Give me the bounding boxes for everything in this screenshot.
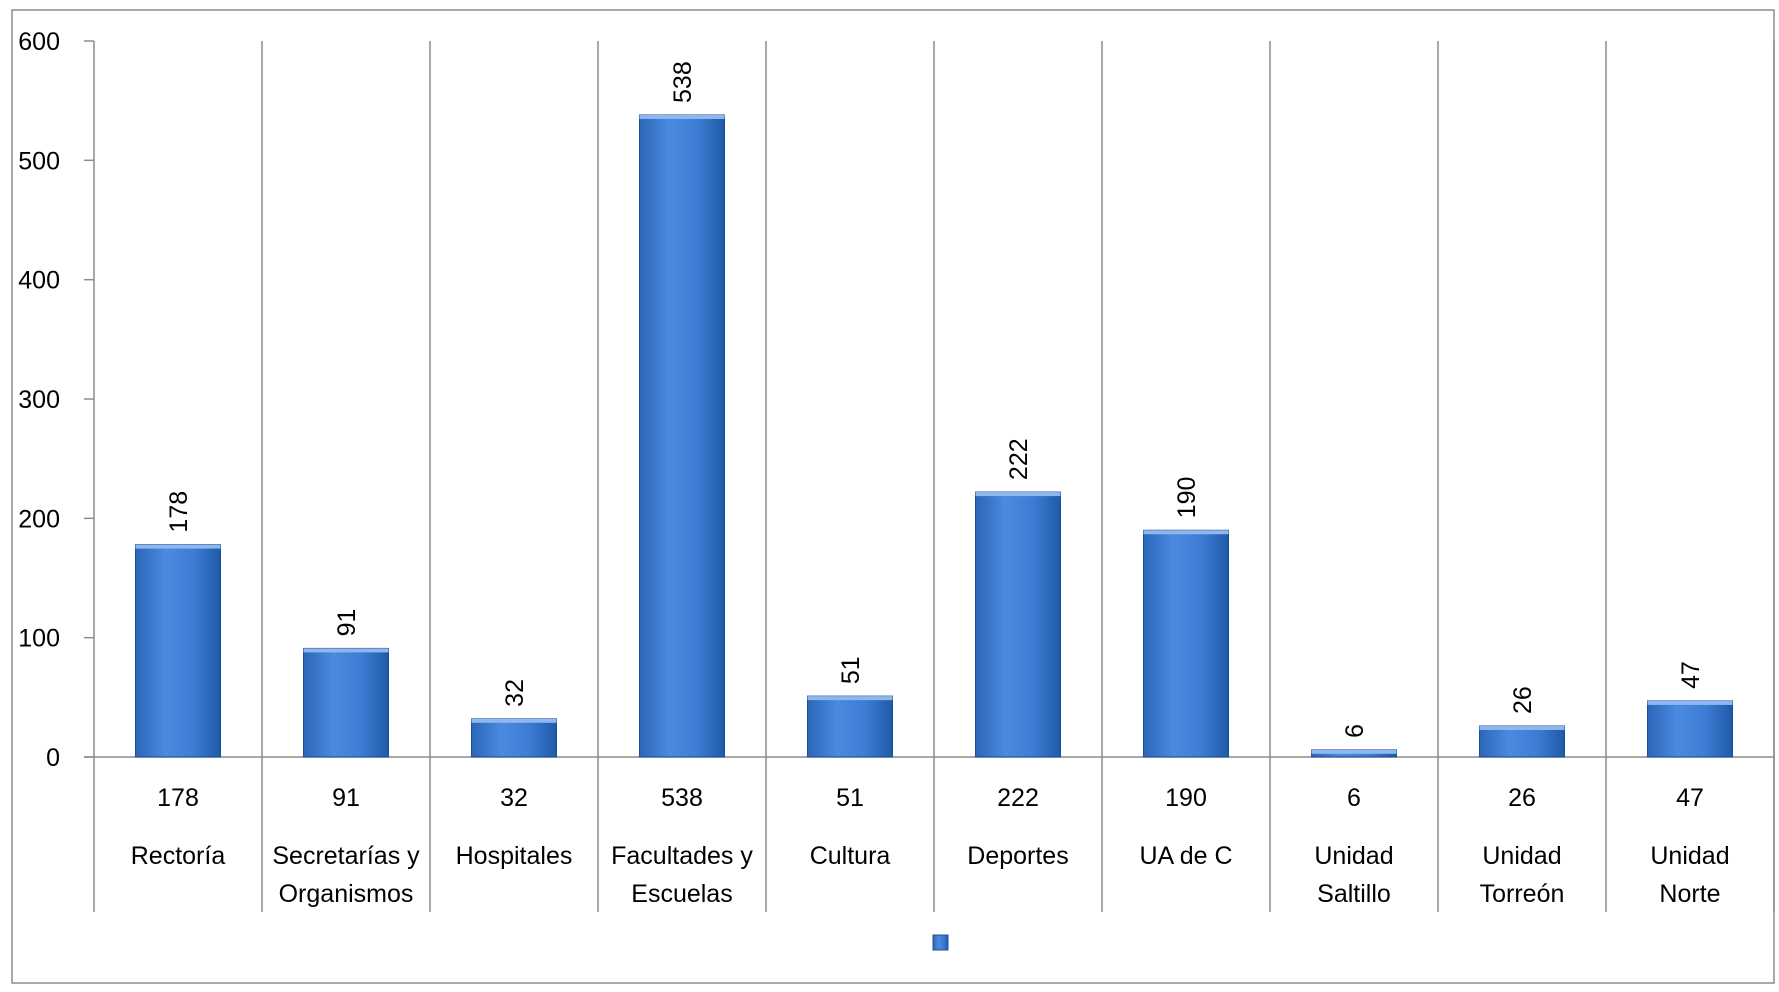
category-label: Norte <box>1659 880 1720 908</box>
bar[interactable] <box>471 718 557 758</box>
data-label: 6 <box>1341 724 1369 738</box>
category-label: Saltillo <box>1317 880 1391 908</box>
category-label: Unidad <box>1314 842 1393 870</box>
y-tick-label: 0 <box>46 744 60 772</box>
category-label: Escuelas <box>631 880 732 908</box>
data-table-value: 178 <box>157 784 199 812</box>
bar-highlight <box>639 114 725 119</box>
category-label: Unidad <box>1650 842 1729 870</box>
data-label: 47 <box>1677 661 1705 689</box>
bar[interactable] <box>1479 725 1565 758</box>
category-label: Rectoría <box>131 842 226 870</box>
bar[interactable] <box>135 544 221 758</box>
bar-highlight <box>135 544 221 549</box>
data-label: 91 <box>333 609 361 637</box>
data-table-value: 47 <box>1676 784 1704 812</box>
data-table-value: 32 <box>500 784 528 812</box>
data-table-value: 190 <box>1165 784 1207 812</box>
category-label: Unidad <box>1482 842 1561 870</box>
bar[interactable] <box>975 491 1061 758</box>
category-label: Torreón <box>1480 880 1565 908</box>
category-label: Secretarías y <box>272 842 420 870</box>
bar-highlight <box>807 696 893 701</box>
data-label: 26 <box>1509 686 1537 714</box>
y-tick-label: 500 <box>18 147 60 175</box>
data-label: 178 <box>165 491 193 533</box>
bar[interactable] <box>807 695 893 758</box>
y-tick-label: 600 <box>18 28 60 56</box>
category-label: Cultura <box>810 842 891 870</box>
legend-swatch <box>932 934 949 951</box>
bar-highlight <box>1143 530 1229 535</box>
y-tick-label: 300 <box>18 386 60 414</box>
bar-highlight <box>303 648 389 653</box>
category-label: Organismos <box>279 880 414 908</box>
y-tick-label: 200 <box>18 505 60 533</box>
y-tick-label: 100 <box>18 625 60 653</box>
bar-highlight <box>975 492 1061 497</box>
data-label: 51 <box>837 656 865 684</box>
data-table-value: 222 <box>997 784 1039 812</box>
category-label: Deportes <box>967 842 1068 870</box>
data-table-value: 538 <box>661 784 703 812</box>
data-label: 222 <box>1005 438 1033 480</box>
data-label: 190 <box>1173 477 1201 519</box>
bar[interactable] <box>1647 700 1733 758</box>
bar[interactable] <box>1143 529 1229 758</box>
chart-border <box>11 9 1775 984</box>
bar-highlight <box>471 718 557 723</box>
data-label: 538 <box>669 61 697 103</box>
category-label: UA de C <box>1139 842 1232 870</box>
category-label: Hospitales <box>456 842 573 870</box>
bar[interactable] <box>303 647 389 758</box>
data-table-value: 91 <box>332 784 360 812</box>
data-table-value: 51 <box>836 784 864 812</box>
data-label: 32 <box>501 679 529 707</box>
category-label: Facultades y <box>611 842 753 870</box>
data-table-value: 6 <box>1347 784 1361 812</box>
data-table-value: 26 <box>1508 784 1536 812</box>
bar-highlight <box>1311 749 1397 754</box>
y-tick-label: 400 <box>18 267 60 295</box>
bar-highlight <box>1479 725 1565 730</box>
bar[interactable] <box>639 114 725 758</box>
bar-highlight <box>1647 700 1733 705</box>
